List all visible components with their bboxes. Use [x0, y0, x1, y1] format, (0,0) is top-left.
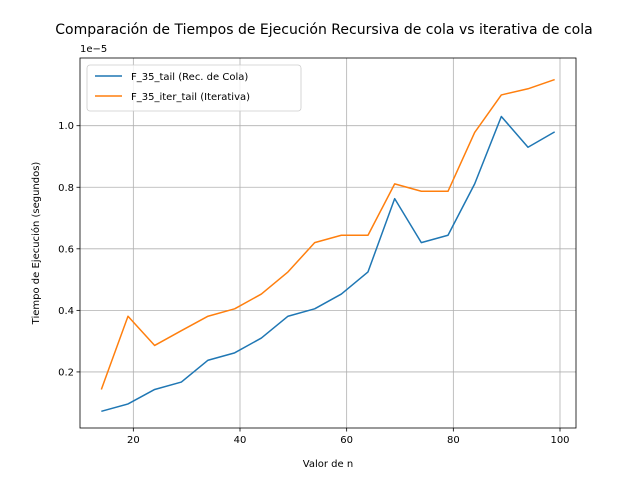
- y-axis-label: Tiempo de Ejecución (segundos): [30, 162, 42, 326]
- series-layer: [100, 78, 556, 413]
- y-tick-label: 0.8: [58, 183, 74, 194]
- legend-box: [86, 64, 302, 112]
- tick-layer: 20 40 60 80 100 0.2 0.4 0.6 0.8 1.0: [58, 121, 569, 446]
- series-line-1: [101, 115, 556, 413]
- x-axis-label: Valor de n: [303, 459, 353, 470]
- x-tick-label: 100: [550, 435, 569, 446]
- legend: F_35_tail (Rec. de Cola) F_35_iter_tail (…: [86, 64, 302, 112]
- y-tick-label: 0.6: [58, 244, 74, 255]
- grid-layer: [80, 58, 576, 428]
- series-line-2: [100, 78, 555, 390]
- legend-label-1: F_35_tail (Rec. de Cola): [131, 72, 248, 83]
- y-tick-label: 1.0: [58, 121, 74, 132]
- plot-frame: [79, 57, 577, 429]
- legend-label-2: F_35_iter_tail (Iterativa): [131, 92, 250, 103]
- x-tick-label: 40: [234, 435, 247, 446]
- y-tick-label: 0.2: [58, 367, 74, 378]
- y-tick-label: 0.4: [58, 306, 74, 317]
- x-tick-label: 20: [127, 435, 140, 446]
- x-tick-label: 60: [340, 435, 353, 446]
- y-offset-label: 1e−5: [80, 44, 107, 55]
- x-tick-label: 80: [447, 435, 460, 446]
- chart-title: Comparación de Tiempos de Ejecución Recu…: [55, 22, 592, 38]
